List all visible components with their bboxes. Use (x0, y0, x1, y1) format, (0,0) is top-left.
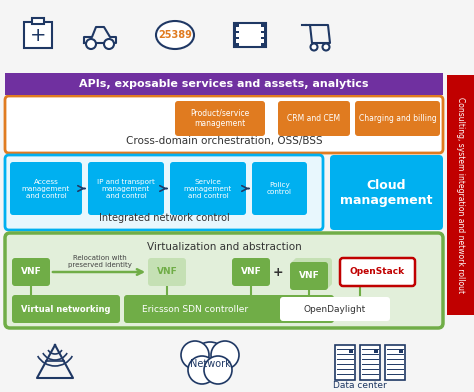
Text: Virtual networking: Virtual networking (21, 305, 111, 314)
Text: Network: Network (190, 359, 230, 369)
Circle shape (322, 44, 329, 51)
FancyBboxPatch shape (148, 258, 186, 286)
Bar (349, 349, 353, 353)
Circle shape (211, 341, 239, 369)
Bar (236, 27, 239, 31)
Text: Cloud
management: Cloud management (340, 178, 432, 207)
Text: Service
management
and control: Service management and control (184, 178, 232, 198)
FancyBboxPatch shape (252, 162, 307, 215)
Bar (236, 33, 239, 37)
Bar (261, 39, 264, 43)
Bar (447, 75, 474, 315)
FancyBboxPatch shape (330, 155, 443, 230)
Text: APIs, exposable services and assets, analytics: APIs, exposable services and assets, ana… (79, 79, 369, 89)
Text: VNF: VNF (21, 267, 41, 276)
FancyBboxPatch shape (124, 295, 334, 323)
FancyBboxPatch shape (290, 262, 328, 290)
Text: Ericsson SDN controller: Ericsson SDN controller (142, 305, 248, 314)
FancyBboxPatch shape (5, 155, 323, 230)
Text: IP and transport
management
and control: IP and transport management and control (97, 178, 155, 198)
Bar (234, 23, 266, 47)
FancyBboxPatch shape (355, 101, 440, 136)
Bar (234, 23, 239, 47)
FancyBboxPatch shape (170, 162, 246, 215)
FancyBboxPatch shape (10, 162, 82, 215)
FancyBboxPatch shape (12, 258, 50, 286)
Text: Charging and billing: Charging and billing (359, 114, 437, 123)
FancyBboxPatch shape (12, 295, 120, 323)
Text: +: + (30, 25, 46, 45)
Text: 25389: 25389 (158, 30, 192, 40)
Bar (385, 345, 405, 380)
Bar (261, 23, 266, 47)
Text: VNF: VNF (156, 267, 177, 276)
FancyBboxPatch shape (278, 101, 350, 136)
Bar (261, 33, 264, 37)
FancyBboxPatch shape (5, 233, 443, 328)
Bar (360, 345, 380, 380)
Text: Cross-domain orchestration, OSS/BSS: Cross-domain orchestration, OSS/BSS (126, 136, 322, 146)
FancyBboxPatch shape (175, 101, 265, 136)
Circle shape (104, 39, 114, 49)
Bar (261, 27, 264, 31)
FancyBboxPatch shape (5, 96, 443, 153)
Text: VNF: VNF (299, 272, 319, 281)
Circle shape (181, 341, 209, 369)
Text: Virtualization and abstraction: Virtualization and abstraction (146, 242, 301, 252)
Text: Data center: Data center (333, 381, 387, 390)
FancyBboxPatch shape (294, 258, 332, 286)
Bar (374, 349, 378, 353)
FancyBboxPatch shape (280, 297, 390, 321)
Text: CRM and CEM: CRM and CEM (287, 114, 340, 123)
Text: Consulting, system integration and network rollout: Consulting, system integration and netwo… (456, 97, 465, 293)
FancyBboxPatch shape (88, 162, 164, 215)
Text: Access
management
and control: Access management and control (22, 178, 70, 198)
Text: VNF: VNF (241, 267, 261, 276)
Text: Relocation with
preserved identity: Relocation with preserved identity (68, 256, 132, 269)
Circle shape (310, 44, 318, 51)
Bar (335, 345, 355, 380)
Text: OpenStack: OpenStack (349, 267, 405, 276)
Text: Product/service
management: Product/service management (191, 108, 250, 128)
Bar (236, 39, 239, 43)
Bar (399, 349, 403, 353)
Circle shape (192, 342, 228, 378)
Bar (32, 18, 44, 24)
FancyBboxPatch shape (232, 258, 270, 286)
FancyBboxPatch shape (292, 260, 330, 288)
Text: Policy
control: Policy control (267, 182, 292, 195)
Ellipse shape (156, 21, 194, 49)
Text: Integrated network control: Integrated network control (99, 213, 229, 223)
Bar (5, 73, 443, 95)
Text: OpenDaylight: OpenDaylight (304, 305, 366, 314)
Bar (24, 22, 52, 48)
FancyBboxPatch shape (340, 258, 415, 286)
Circle shape (188, 356, 216, 384)
Circle shape (86, 39, 96, 49)
Text: +: + (273, 265, 283, 278)
Circle shape (204, 356, 232, 384)
